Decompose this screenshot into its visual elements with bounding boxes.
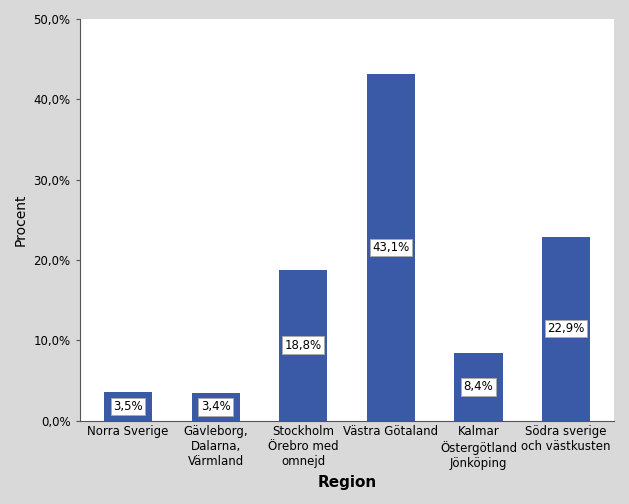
Text: 3,5%: 3,5% [113,400,143,413]
Text: 18,8%: 18,8% [285,339,322,351]
Bar [367,74,415,420]
Text: 43,1%: 43,1% [372,241,409,254]
Text: 8,4%: 8,4% [464,381,493,393]
X-axis label: Region: Region [318,475,377,490]
Text: 3,4%: 3,4% [201,400,230,413]
Bar [191,393,240,420]
Y-axis label: Procent: Procent [14,194,28,246]
Bar [454,353,503,420]
Text: 22,9%: 22,9% [547,322,585,335]
Bar [104,393,152,420]
Bar [542,236,590,420]
Bar [279,270,327,420]
